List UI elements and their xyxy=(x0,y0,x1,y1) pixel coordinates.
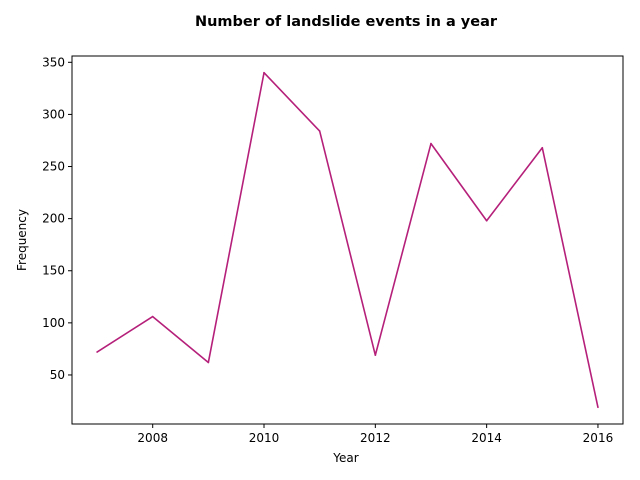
y-axis: 50 100 150 200 250 300 350 xyxy=(42,55,72,382)
x-tick-label: 2016 xyxy=(583,431,614,445)
chart-title: Number of landslide events in a year xyxy=(195,14,498,30)
data-point xyxy=(485,219,488,222)
plot-area xyxy=(96,71,599,409)
data-point xyxy=(597,406,599,409)
y-tick-label: 300 xyxy=(42,107,65,121)
x-axis-label: Year xyxy=(332,451,358,465)
y-axis-label: Frequency xyxy=(15,209,29,271)
y-tick-label: 150 xyxy=(42,264,65,278)
data-point xyxy=(263,71,265,74)
x-tick-label: 2008 xyxy=(137,431,168,445)
y-tick-label: 200 xyxy=(42,212,65,226)
data-point xyxy=(151,315,154,318)
series-line xyxy=(96,71,599,408)
x-tick-label: 2010 xyxy=(249,431,280,445)
x-tick-label: 2014 xyxy=(471,431,502,445)
data-point xyxy=(541,146,544,149)
data-point xyxy=(207,361,210,364)
data-point xyxy=(430,142,432,145)
data-point xyxy=(374,354,377,356)
y-tick-label: 350 xyxy=(42,55,65,69)
y-tick-label: 250 xyxy=(42,160,65,174)
plot-frame xyxy=(71,55,624,425)
data-point xyxy=(96,351,98,353)
y-tick-label: 100 xyxy=(42,316,65,330)
data-point xyxy=(318,130,321,132)
y-tick-label: 50 xyxy=(50,368,65,382)
x-tick-label: 2012 xyxy=(360,431,391,445)
x-axis: 2008 2010 2012 2014 2016 xyxy=(137,424,613,445)
